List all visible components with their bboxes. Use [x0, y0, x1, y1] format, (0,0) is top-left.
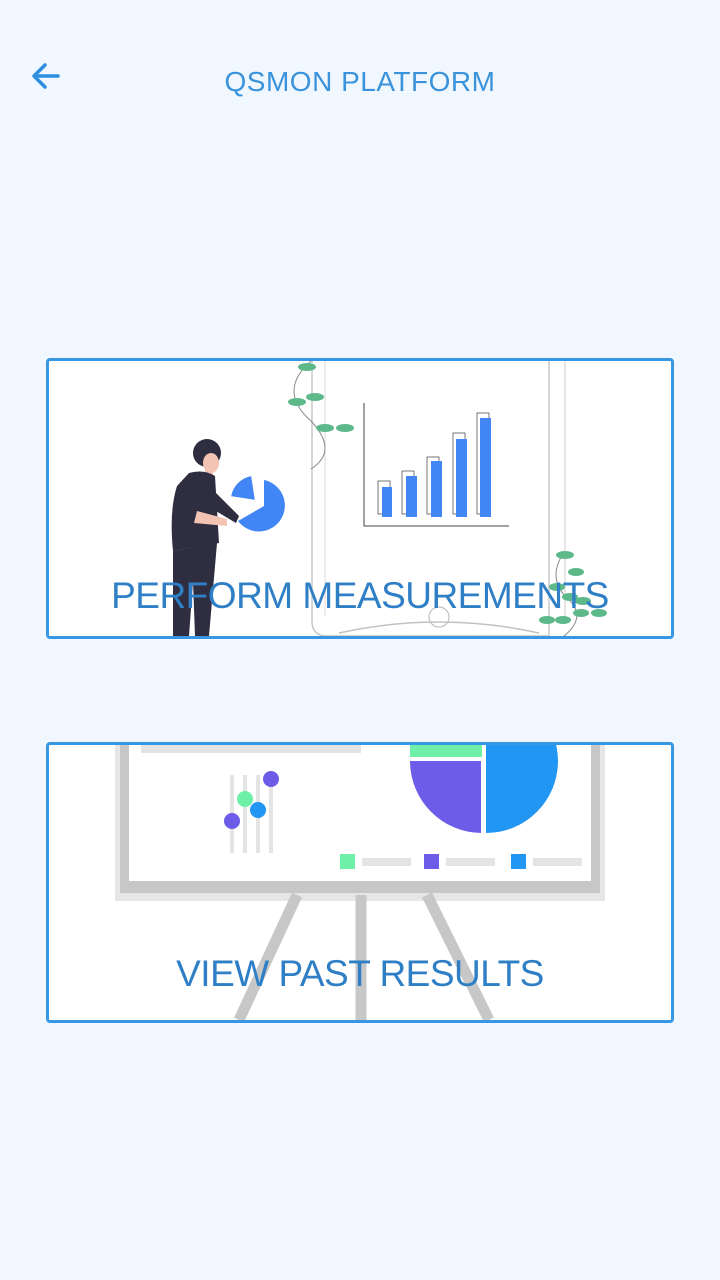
- view-past-results-label: VIEW PAST RESULTS: [176, 953, 544, 994]
- perform-measurements-label: PERFORM MEASUREMENTS: [111, 575, 609, 616]
- app-header: QSMON PLATFORM: [0, 0, 720, 170]
- perform-measurements-card[interactable]: PERFORM MEASUREMENTS: [46, 358, 674, 639]
- view-past-results-card[interactable]: VIEW PAST RESULTS: [46, 742, 674, 1023]
- whiteboard-pie-chart-illustration: [115, 745, 605, 1020]
- arrow-left-icon: [32, 63, 60, 89]
- back-button[interactable]: [24, 54, 68, 98]
- person-presenting-chart-illustration: [171, 361, 607, 636]
- page-title: QSMON PLATFORM: [224, 66, 496, 97]
